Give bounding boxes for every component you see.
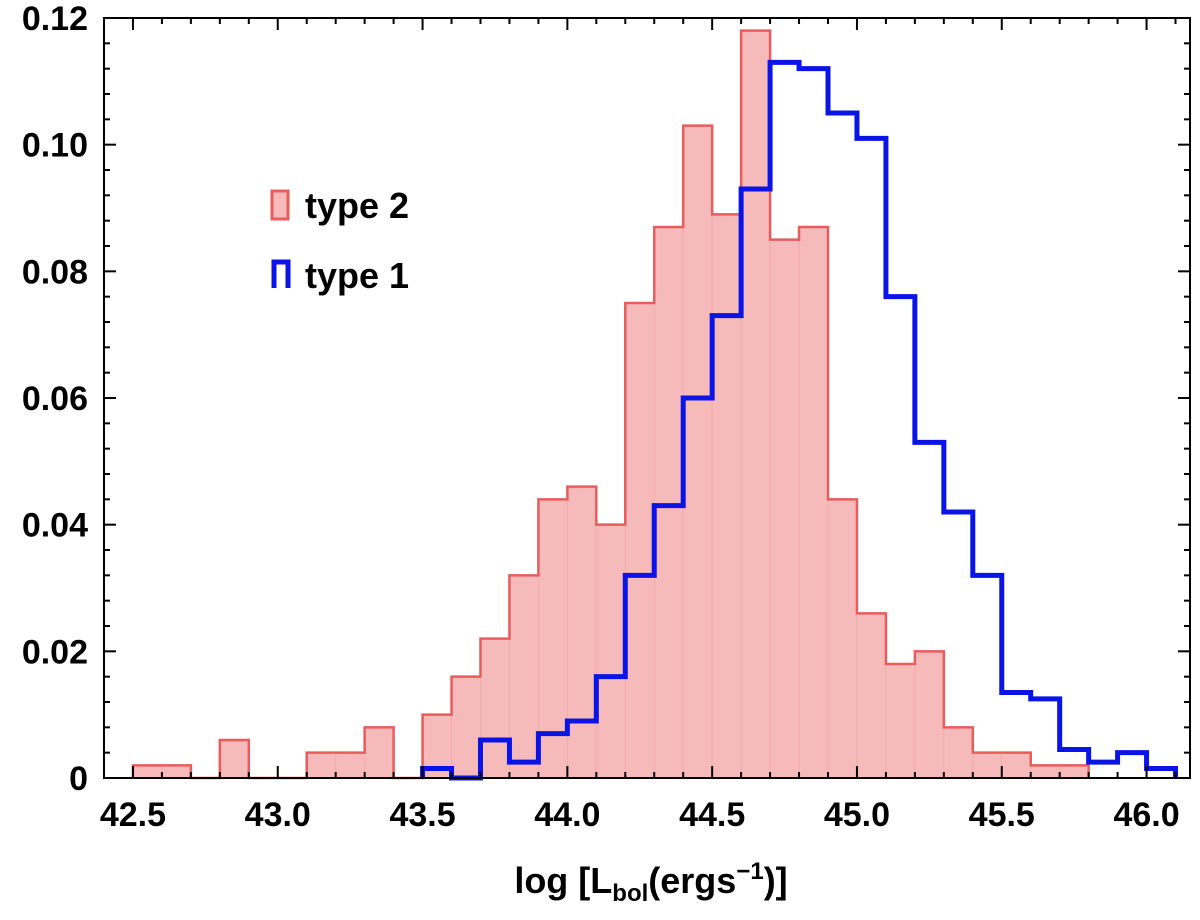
type-2-bar: [480, 638, 510, 779]
type-2-bar: [943, 726, 974, 779]
series-layer: [131, 29, 1179, 781]
y-tick-label: 0.02: [22, 633, 88, 671]
y-tick-label: 0.12: [22, 0, 88, 38]
type-2-bar: [1001, 752, 1032, 779]
type-2-bar: [451, 676, 481, 779]
type-2-bar: [566, 486, 597, 779]
x-axis-title-middle: (ergs: [648, 860, 736, 901]
x-tick-label: 46.0: [1113, 796, 1179, 834]
type-2-outline: [131, 29, 1090, 780]
x-axis-title-subscript: bol: [612, 880, 648, 907]
type-2-bar: [972, 752, 1003, 779]
type-2-bar: [538, 498, 568, 779]
type-2-bar: [856, 612, 887, 779]
type-2-bar: [769, 239, 800, 779]
series-type-1: [420, 59, 1179, 781]
type-2-bar: [1030, 764, 1061, 779]
ticks-layer: 42.5 43.0 43.5 44.0 44.5 45.0 45.5 46.0 0 0.02 0.0…: [22, 0, 1190, 834]
y-tick-label: 0.06: [22, 380, 88, 418]
type-2-bar: [509, 574, 539, 779]
legend-swatch-type-1: [271, 259, 291, 288]
y-tick-label: 0.04: [22, 507, 88, 545]
x-tick-label: 43.0: [245, 796, 311, 834]
y-tick-label: 0.10: [22, 127, 88, 165]
type-2-bar: [595, 524, 626, 779]
plot-frame: [103, 17, 1191, 779]
type-2-bar: [827, 498, 858, 779]
x-tick-label: 42.5: [100, 796, 166, 834]
x-tick-label: 45.0: [824, 796, 890, 834]
legend-swatch-type-2: [270, 189, 290, 221]
series-type-2: [131, 29, 1090, 780]
type-2-bar: [914, 650, 945, 779]
type-2-bar: [740, 30, 771, 779]
x-tick-label: 43.5: [389, 796, 455, 834]
type-2-bar: [219, 739, 250, 779]
legend: type 2 type 1: [270, 185, 409, 296]
y-tick-label: 0: [69, 760, 88, 798]
type-2-bar: [711, 213, 742, 779]
type-2-bar: [1059, 764, 1090, 779]
x-tick-label: 44.0: [534, 796, 600, 834]
type-2-bar: [364, 726, 395, 779]
type-2-bar: [161, 764, 192, 779]
type-2-bar: [798, 226, 829, 779]
legend-label-type-2: type 2: [305, 185, 409, 226]
x-axis-title-superscript: −1: [736, 858, 763, 885]
y-tick-label: 0.08: [22, 253, 88, 291]
type-2-bar: [682, 125, 713, 779]
type-2-bar: [624, 302, 655, 779]
type-2-bar: [885, 663, 916, 779]
x-axis-title: log [Lbol(ergs−1)]: [514, 858, 787, 907]
type-2-bar: [306, 752, 337, 779]
legend-label-type-1: type 1: [305, 255, 409, 296]
type-2-bar: [335, 752, 366, 779]
x-tick-label: 45.5: [969, 796, 1035, 834]
type-1-step-line: [420, 59, 1179, 781]
x-axis-title-prefix: log [L: [514, 860, 612, 901]
type-2-bar: [132, 764, 163, 779]
x-tick-label: 44.5: [679, 796, 745, 834]
type-2-bar: [653, 226, 684, 779]
x-axis-title-suffix: )]: [764, 860, 788, 901]
